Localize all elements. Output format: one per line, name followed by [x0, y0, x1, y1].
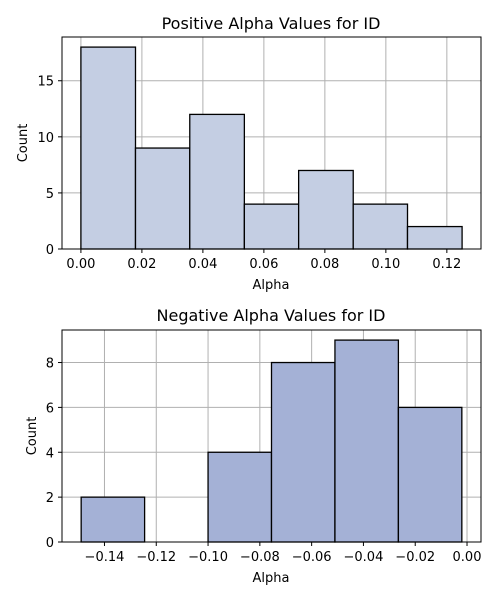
x-tick-label: −0.10	[188, 550, 228, 565]
x-axis-ticks: 0.00 0.02 0.04 0.06 0.08 0.10 0.12	[66, 249, 461, 272]
y-axis-label: Count	[16, 124, 31, 163]
histogram-bar	[406, 225, 463, 250]
histogram-bar	[80, 46, 137, 250]
x-tick-label: 0.10	[371, 257, 400, 272]
y-tick-label: 4	[46, 446, 54, 461]
x-tick-label: 0.08	[310, 257, 339, 272]
x-axis-label: Alpha	[253, 278, 290, 293]
x-tick-label: 0.00	[453, 550, 482, 565]
y-axis-ticks: 0 5 10 15	[37, 75, 62, 258]
histogram-bar	[352, 203, 409, 250]
y-tick-label: 6	[46, 401, 54, 416]
histogram-bar	[189, 113, 246, 250]
histogram-bar	[270, 361, 336, 543]
histogram-bar	[207, 451, 273, 543]
x-tick-label: 0.04	[188, 257, 217, 272]
plot-frame	[61, 36, 482, 250]
plot-frame	[61, 329, 482, 543]
histogram-bars	[80, 339, 463, 543]
x-tick-label: −0.12	[136, 550, 176, 565]
x-tick-label: −0.08	[240, 550, 280, 565]
x-tick-label: 0.12	[432, 257, 461, 272]
histogram-bars	[80, 46, 463, 250]
y-tick-label: 0	[46, 536, 54, 551]
y-tick-label: 8	[46, 357, 54, 372]
histogram-bar	[397, 406, 463, 543]
y-tick-label: 0	[46, 243, 54, 258]
histogram-bar	[297, 169, 354, 250]
histogram-bar	[334, 339, 400, 543]
y-tick-label: 10	[37, 131, 54, 146]
x-tick-label: −0.04	[344, 550, 384, 565]
y-axis-label: Count	[25, 417, 40, 456]
x-tick-label: 0.02	[127, 257, 156, 272]
histogram-bar	[243, 203, 300, 250]
y-tick-label: 15	[37, 75, 54, 90]
histogram-bar	[134, 147, 191, 250]
x-tick-label: −0.14	[85, 550, 125, 565]
chart-title: Positive Alpha Values for ID	[162, 14, 381, 33]
x-tick-label: −0.02	[395, 550, 435, 565]
positive-alpha-panel: Positive Alpha Values for ID 0.00 0.02 0.0…	[16, 14, 482, 293]
x-axis-label: Alpha	[253, 571, 290, 586]
x-tick-label: 0.06	[249, 257, 278, 272]
chart-title: Negative Alpha Values for ID	[157, 306, 386, 325]
negative-alpha-panel: Negative Alpha Values for ID −0.14 −0.12−…	[25, 306, 482, 586]
x-axis-ticks: −0.14 −0.12 −0.10 −0.08 −0.06 −0.04 −0.02 0.00	[85, 542, 482, 565]
histogram-bar	[80, 496, 146, 543]
x-tick-label: 0.00	[66, 257, 95, 272]
y-axis-ticks: 0 2 4 6 8	[46, 357, 62, 551]
x-tick-label: −0.06	[292, 550, 332, 565]
y-tick-label: 2	[46, 491, 54, 506]
y-tick-label: 5	[46, 187, 54, 202]
